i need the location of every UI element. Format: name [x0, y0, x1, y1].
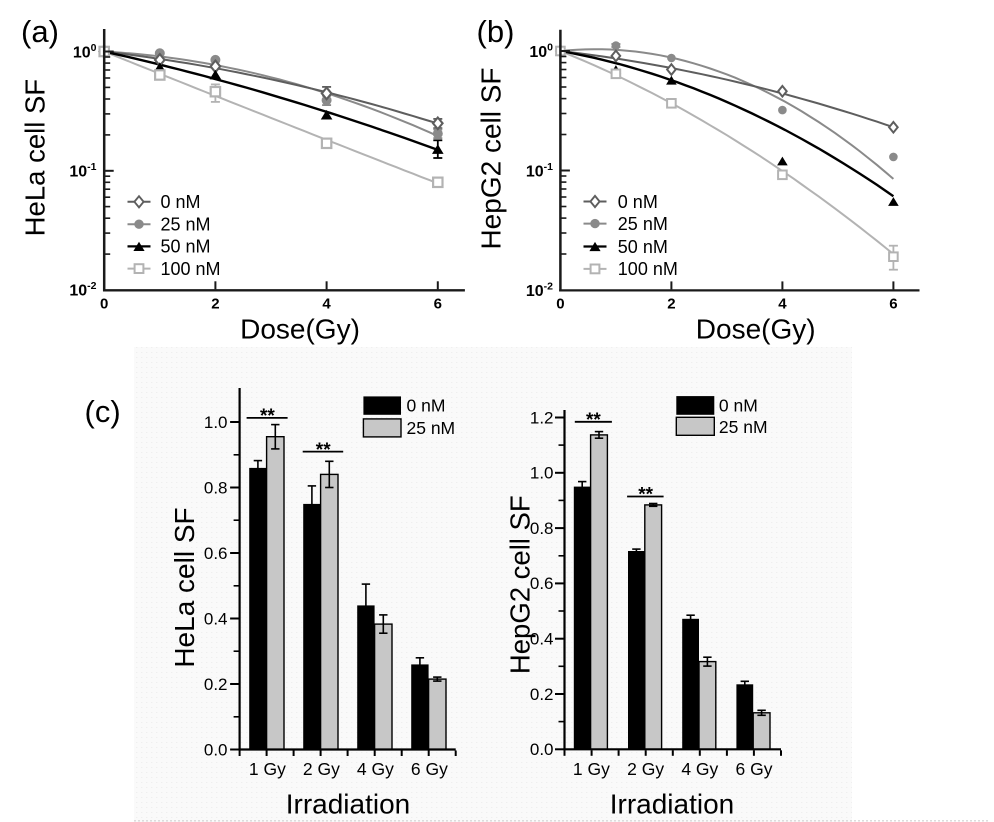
svg-text:**: ** — [316, 440, 331, 461]
svg-text:Irradiation: Irradiation — [286, 789, 411, 820]
svg-text:0 nM: 0 nM — [407, 396, 446, 416]
svg-text:1 Gy: 1 Gy — [249, 759, 286, 779]
svg-text:0.2: 0.2 — [204, 675, 228, 694]
svg-text:(c): (c) — [85, 394, 121, 429]
svg-text:(a): (a) — [21, 14, 59, 49]
svg-text:HeLa cell SF: HeLa cell SF — [169, 507, 200, 667]
svg-text:0.4: 0.4 — [204, 609, 228, 628]
svg-text:4: 4 — [778, 295, 787, 312]
svg-text:1.0: 1.0 — [204, 413, 228, 432]
svg-text:1 Gy: 1 Gy — [573, 759, 610, 779]
svg-text:4 Gy: 4 Gy — [681, 759, 718, 779]
svg-text:0 nM: 0 nM — [719, 395, 758, 415]
svg-text:1.0: 1.0 — [530, 464, 554, 483]
svg-text:HepG2 cell SF: HepG2 cell SF — [476, 67, 507, 249]
svg-text:0: 0 — [556, 295, 564, 312]
svg-text:4: 4 — [322, 295, 331, 312]
svg-text:25 nM: 25 nM — [719, 417, 768, 437]
svg-text:25 nM: 25 nM — [618, 214, 668, 234]
svg-text:6: 6 — [889, 295, 897, 312]
svg-text:**: ** — [260, 406, 275, 427]
svg-text:0 nM: 0 nM — [161, 192, 201, 212]
svg-text:1.2: 1.2 — [530, 408, 554, 427]
svg-text:0.6: 0.6 — [204, 544, 228, 563]
svg-text:Dose(Gy): Dose(Gy) — [240, 314, 360, 345]
svg-text:50 nM: 50 nM — [161, 237, 211, 257]
svg-text:0: 0 — [100, 295, 108, 312]
svg-text:0.2: 0.2 — [530, 685, 554, 704]
svg-text:2: 2 — [667, 295, 675, 312]
svg-text:2 Gy: 2 Gy — [627, 759, 664, 779]
svg-text:Irradiation: Irradiation — [610, 789, 735, 820]
svg-text:HeLa cell SF: HeLa cell SF — [20, 79, 51, 236]
svg-text:6 Gy: 6 Gy — [411, 759, 448, 779]
svg-text:0.8: 0.8 — [530, 519, 554, 538]
svg-text:25 nM: 25 nM — [407, 418, 456, 438]
svg-text:6 Gy: 6 Gy — [736, 759, 773, 779]
svg-text:0 nM: 0 nM — [618, 192, 658, 212]
svg-text:Dose(Gy): Dose(Gy) — [696, 314, 816, 345]
svg-text:0.0: 0.0 — [530, 740, 554, 759]
svg-text:HepG2 cell SF: HepG2 cell SF — [505, 495, 536, 674]
svg-text:0.6: 0.6 — [530, 574, 554, 593]
svg-text:4 Gy: 4 Gy — [357, 759, 394, 779]
svg-text:**: ** — [638, 485, 653, 506]
svg-text:0.4: 0.4 — [530, 630, 554, 649]
svg-text:**: ** — [586, 410, 601, 431]
svg-text:100 nM: 100 nM — [161, 259, 221, 279]
svg-text:0.0: 0.0 — [204, 740, 228, 759]
svg-text:100 nM: 100 nM — [618, 259, 678, 279]
svg-text:(b): (b) — [477, 14, 515, 49]
svg-text:2: 2 — [211, 295, 219, 312]
svg-text:6: 6 — [434, 295, 442, 312]
svg-text:0.8: 0.8 — [204, 478, 228, 497]
svg-text:50 nM: 50 nM — [618, 237, 668, 257]
svg-text:2 Gy: 2 Gy — [303, 759, 340, 779]
svg-text:25 nM: 25 nM — [161, 215, 211, 235]
